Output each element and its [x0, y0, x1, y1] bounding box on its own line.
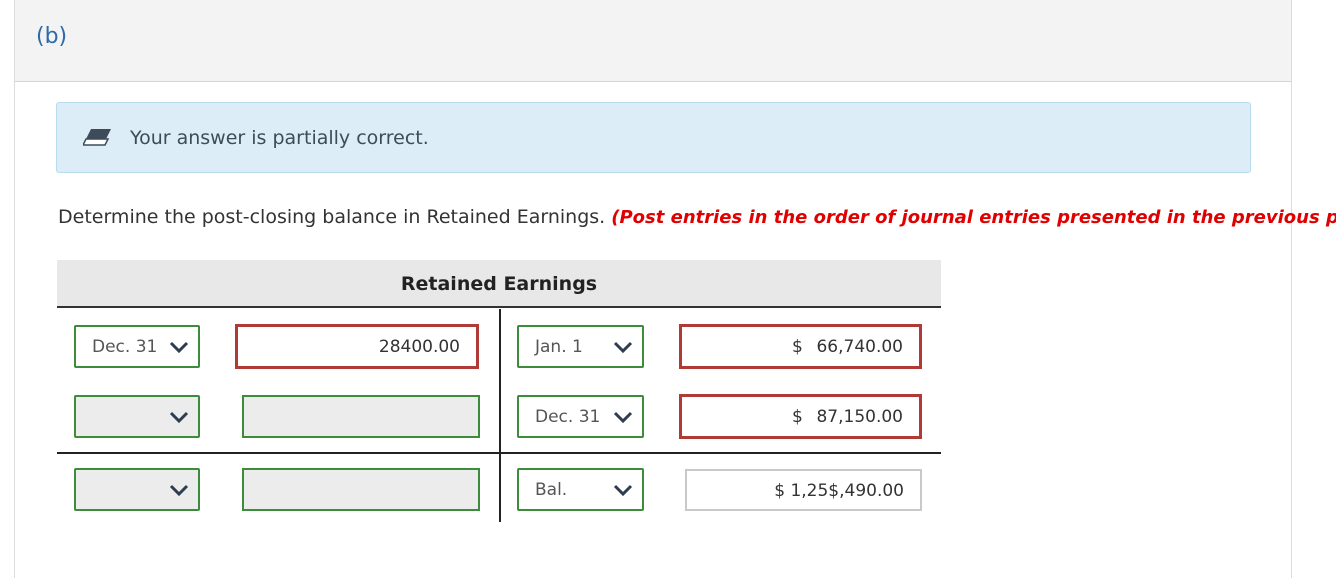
part-label: (b) [36, 24, 68, 49]
balance-debit-amount-input[interactable] [242, 468, 480, 511]
currency-symbol: $ [792, 337, 803, 357]
part-header: (b) [15, 0, 1291, 82]
question-prompt: Determine the post-closing balance in Re… [58, 206, 606, 228]
question-text: Determine the post-closing balance in Re… [58, 206, 1336, 228]
debit-date-value: Dec. 31 [92, 337, 158, 357]
balance-credit-date-value: Bal. [535, 480, 568, 500]
credit-amount-value: 66,740.00 [816, 337, 903, 357]
chevron-down-icon [613, 484, 633, 497]
eraser-icon [83, 129, 111, 146]
balance-credit-amount-value: $ 1,25$,490.00 [774, 481, 904, 501]
chevron-down-icon [169, 411, 189, 424]
debit-date-select-row-1[interactable]: Dec. 31 [74, 325, 200, 368]
balance-debit-date-select[interactable] [74, 468, 200, 511]
credit-amount-input-row-2[interactable]: $ 87,150.00 [679, 394, 922, 439]
feedback-banner: Your answer is partially correct. [56, 102, 1251, 173]
currency-symbol: $ [792, 407, 803, 427]
credit-amount-input-row-1[interactable]: $ 66,740.00 [679, 324, 922, 369]
t-account-title: Retained Earnings [400, 273, 598, 295]
chevron-down-icon [613, 411, 633, 424]
chevron-down-icon [613, 341, 633, 354]
debit-date-select-row-2[interactable] [74, 395, 200, 438]
t-account-divider [499, 309, 501, 522]
question-panel: (b) Your answer is partially correct. De… [14, 0, 1336, 578]
balance-credit-amount-field[interactable]: $ 1,25$,490.00 [685, 469, 922, 511]
credit-date-select-row-2[interactable]: Dec. 31 [517, 395, 644, 438]
t-account-balance-line [57, 452, 941, 454]
debit-amount-input-row-2[interactable] [242, 395, 480, 438]
chevron-down-icon [169, 341, 189, 354]
t-account-header: Retained Earnings [57, 260, 941, 308]
question-note: (Post entries in the order of journal en… [611, 207, 1336, 228]
credit-date-value: Jan. 1 [535, 337, 583, 357]
credit-date-value: Dec. 31 [535, 407, 601, 427]
balance-credit-date-select[interactable]: Bal. [517, 468, 644, 511]
debit-amount-value: 28400.00 [378, 337, 460, 357]
credit-amount-value: 87,150.00 [816, 407, 903, 427]
debit-amount-input-row-1[interactable]: 28400.00 [235, 324, 479, 369]
credit-date-select-row-1[interactable]: Jan. 1 [517, 325, 644, 368]
feedback-text: Your answer is partially correct. [130, 127, 429, 149]
chevron-down-icon [169, 484, 189, 497]
